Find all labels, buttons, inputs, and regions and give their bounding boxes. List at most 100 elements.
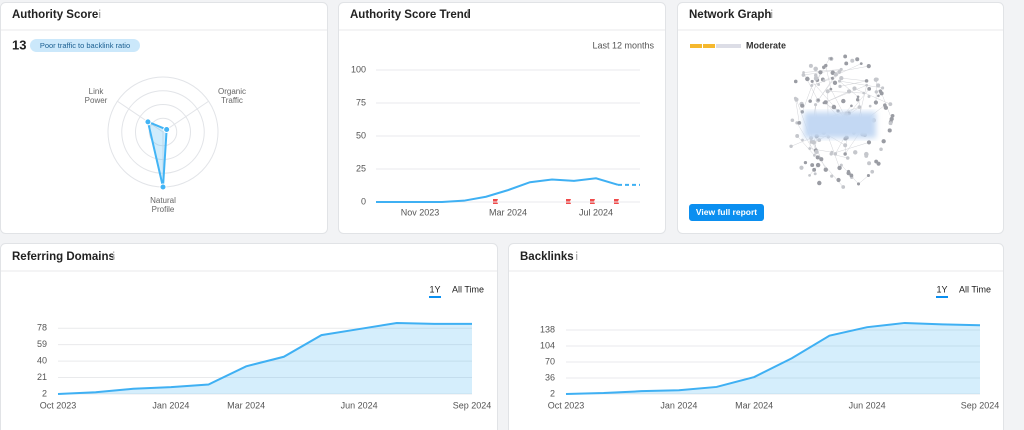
node — [889, 116, 894, 122]
edge — [796, 135, 815, 156]
node — [843, 152, 847, 156]
edge — [831, 142, 870, 155]
node — [797, 121, 802, 125]
card-title: Network Graph — [689, 9, 771, 21]
y-tick-label: 59 — [37, 339, 47, 349]
radar-point — [163, 126, 171, 134]
node — [815, 155, 820, 160]
node — [841, 185, 846, 189]
badge — [30, 39, 140, 52]
node — [800, 103, 805, 108]
edge — [841, 77, 867, 82]
node — [864, 79, 869, 83]
node — [859, 62, 863, 66]
node — [846, 171, 851, 176]
node — [881, 86, 885, 90]
button-text[interactable]: View full report — [696, 207, 757, 217]
card — [338, 2, 666, 234]
node — [815, 162, 821, 168]
node — [879, 147, 883, 152]
node — [793, 79, 798, 84]
node — [837, 69, 842, 74]
toggle[interactable]: All Time — [959, 284, 991, 294]
node — [800, 110, 805, 114]
radar-label: Natural Profile — [150, 196, 176, 212]
node — [817, 82, 821, 86]
radar-label-box: Natural Profile — [150, 196, 176, 212]
edge — [839, 80, 859, 97]
badge-text: Poor traffic to backlink ratio — [40, 41, 130, 50]
dividers — [1, 29, 1003, 272]
node — [855, 57, 860, 62]
y-tick-label: 78 — [37, 323, 47, 333]
edge — [809, 148, 832, 153]
node — [824, 63, 828, 68]
card — [0, 243, 498, 430]
node — [808, 63, 813, 68]
x-tick-label: Jan 2024 — [660, 400, 697, 410]
node — [839, 163, 843, 167]
radar-label: Link Power — [84, 87, 108, 105]
node — [825, 89, 830, 94]
node — [801, 73, 806, 77]
y-tick-label: 100 — [351, 64, 366, 74]
edge — [791, 137, 812, 147]
edge — [825, 65, 832, 90]
node — [856, 95, 860, 99]
node — [813, 66, 818, 72]
node — [873, 77, 879, 82]
y-tick-label: 2 — [42, 388, 47, 398]
edge — [795, 98, 800, 123]
edge — [817, 58, 830, 81]
y-tick-label: 25 — [356, 163, 366, 173]
node — [867, 94, 871, 98]
node — [830, 174, 834, 178]
node — [876, 83, 881, 88]
edge — [858, 175, 869, 185]
node — [805, 76, 810, 82]
info-icons — [99, 9, 773, 260]
period: Last 12 months — [592, 40, 654, 50]
node — [829, 87, 833, 91]
node — [843, 143, 848, 148]
node — [865, 83, 868, 87]
node — [810, 163, 815, 168]
node — [887, 128, 892, 133]
radar-point — [159, 183, 167, 191]
node — [877, 94, 880, 98]
line — [376, 177, 619, 203]
node — [839, 67, 843, 72]
node — [817, 180, 822, 186]
node — [808, 99, 812, 103]
node — [864, 151, 869, 157]
node — [837, 79, 841, 83]
node — [843, 54, 848, 59]
node — [818, 70, 823, 75]
node — [856, 182, 861, 186]
card-title: Backlinks — [520, 251, 574, 263]
node — [853, 150, 858, 155]
x-tick-label: Jun 2024 — [341, 400, 378, 410]
view-report-button[interactable] — [689, 204, 764, 221]
toggle[interactable]: 1Y — [936, 284, 947, 294]
node — [878, 89, 883, 93]
y-tick-label: 0 — [361, 196, 366, 206]
area — [58, 323, 472, 394]
toggle[interactable]: All Time — [452, 284, 484, 294]
node — [799, 165, 804, 170]
node — [822, 79, 826, 83]
radar-axis — [117, 100, 164, 133]
edge — [825, 85, 867, 103]
node — [823, 167, 828, 172]
node — [881, 139, 886, 144]
node — [845, 156, 850, 160]
toggle[interactable]: 1Y — [429, 284, 440, 294]
node — [802, 71, 805, 74]
edge — [823, 63, 862, 81]
node — [839, 76, 844, 81]
node — [829, 152, 833, 156]
node — [813, 153, 816, 157]
radar-point — [144, 118, 152, 126]
node — [866, 140, 872, 145]
